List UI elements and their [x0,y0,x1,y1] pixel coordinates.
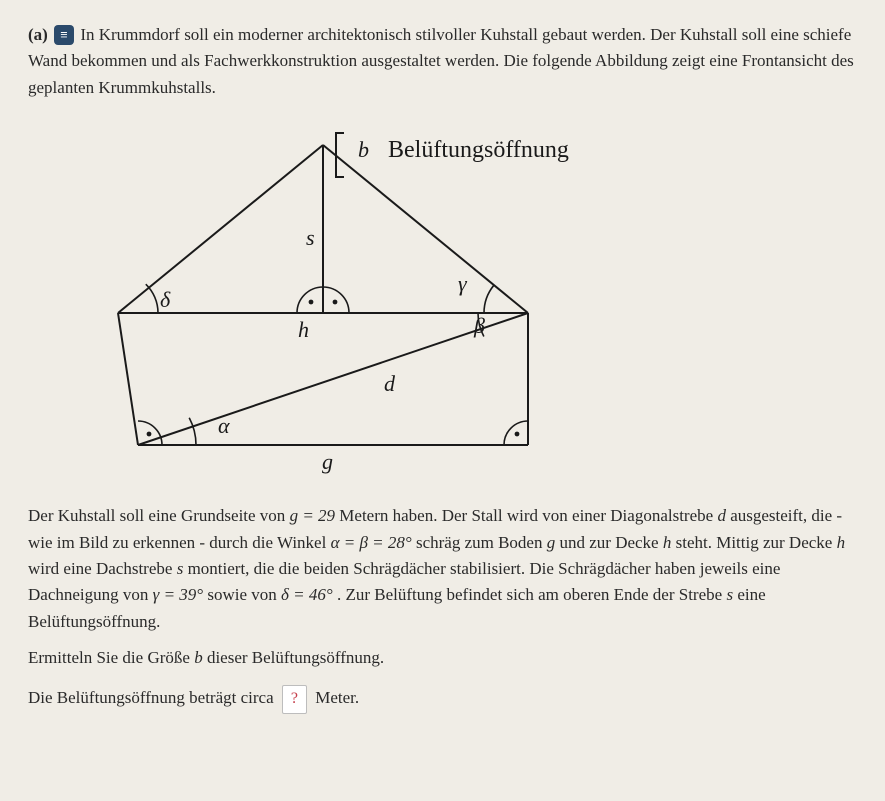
math-b: b [194,648,203,667]
intro-text: In Krummdorf soll ein moderner architekt… [28,25,854,97]
info-badge-icon[interactable]: ≡ [54,25,74,45]
part-label: (a) [28,25,48,44]
svg-text:β: β [473,313,485,338]
diagram-svg: b Belüftungsöffnung s δ γβ h d α g [88,115,608,475]
description: Der Kuhstall soll eine Grundseite von g … [28,503,857,714]
svg-text:d: d [384,371,396,396]
txt: Ermitteln Sie die Größe [28,648,194,667]
svg-text:γ: γ [458,271,468,296]
desc-p2: Ermitteln Sie die Größe b dieser Belüftu… [28,645,857,671]
txt: . Zur Belüftung befindet sich am oberen … [337,585,726,604]
math-gamma-eq: γ = 39° [153,585,203,604]
desc-p1: Der Kuhstall soll eine Grundseite von g … [28,503,857,635]
txt: dieser Belüftungsöffnung. [207,648,384,667]
math-delta-eq: δ = 46° [281,585,333,604]
txt: steht. Mittig zur Decke [676,533,837,552]
math-ab-eq: α = β = 28° [331,533,412,552]
txt: Meter. [315,688,359,707]
answer-line: Die Belüftungsöffnung beträgt circa ? Me… [28,685,857,714]
math-d: d [717,506,726,525]
math-g: g [547,533,556,552]
svg-text:s: s [306,225,315,250]
svg-text:h: h [298,317,309,342]
txt: Die Belüftungsöffnung beträgt circa [28,688,274,707]
answer-input[interactable]: ? [282,685,307,714]
txt: sowie von [207,585,281,604]
svg-text:Belüftungsöffnung: Belüftungsöffnung [388,137,569,163]
math-s: s [726,585,733,604]
math-s: s [177,559,184,578]
txt: wird eine Dachstrebe [28,559,177,578]
diagram: b Belüftungsöffnung s δ γβ h d α g [88,115,857,483]
svg-text:g: g [322,449,333,474]
txt: Metern haben. Der Stall wird von einer D… [339,506,717,525]
svg-text:δ: δ [160,287,171,312]
problem-intro: (a) ≡ In Krummdorf soll ein moderner arc… [28,22,857,101]
math-g-eq: g = 29 [290,506,335,525]
txt: Der Kuhstall soll eine Grundseite von [28,506,290,525]
txt: und zur Decke [559,533,662,552]
math-h: h [663,533,672,552]
svg-text:b: b [358,137,369,162]
txt: schräg zum Boden [416,533,547,552]
math-h: h [837,533,846,552]
svg-text:α: α [218,413,230,438]
